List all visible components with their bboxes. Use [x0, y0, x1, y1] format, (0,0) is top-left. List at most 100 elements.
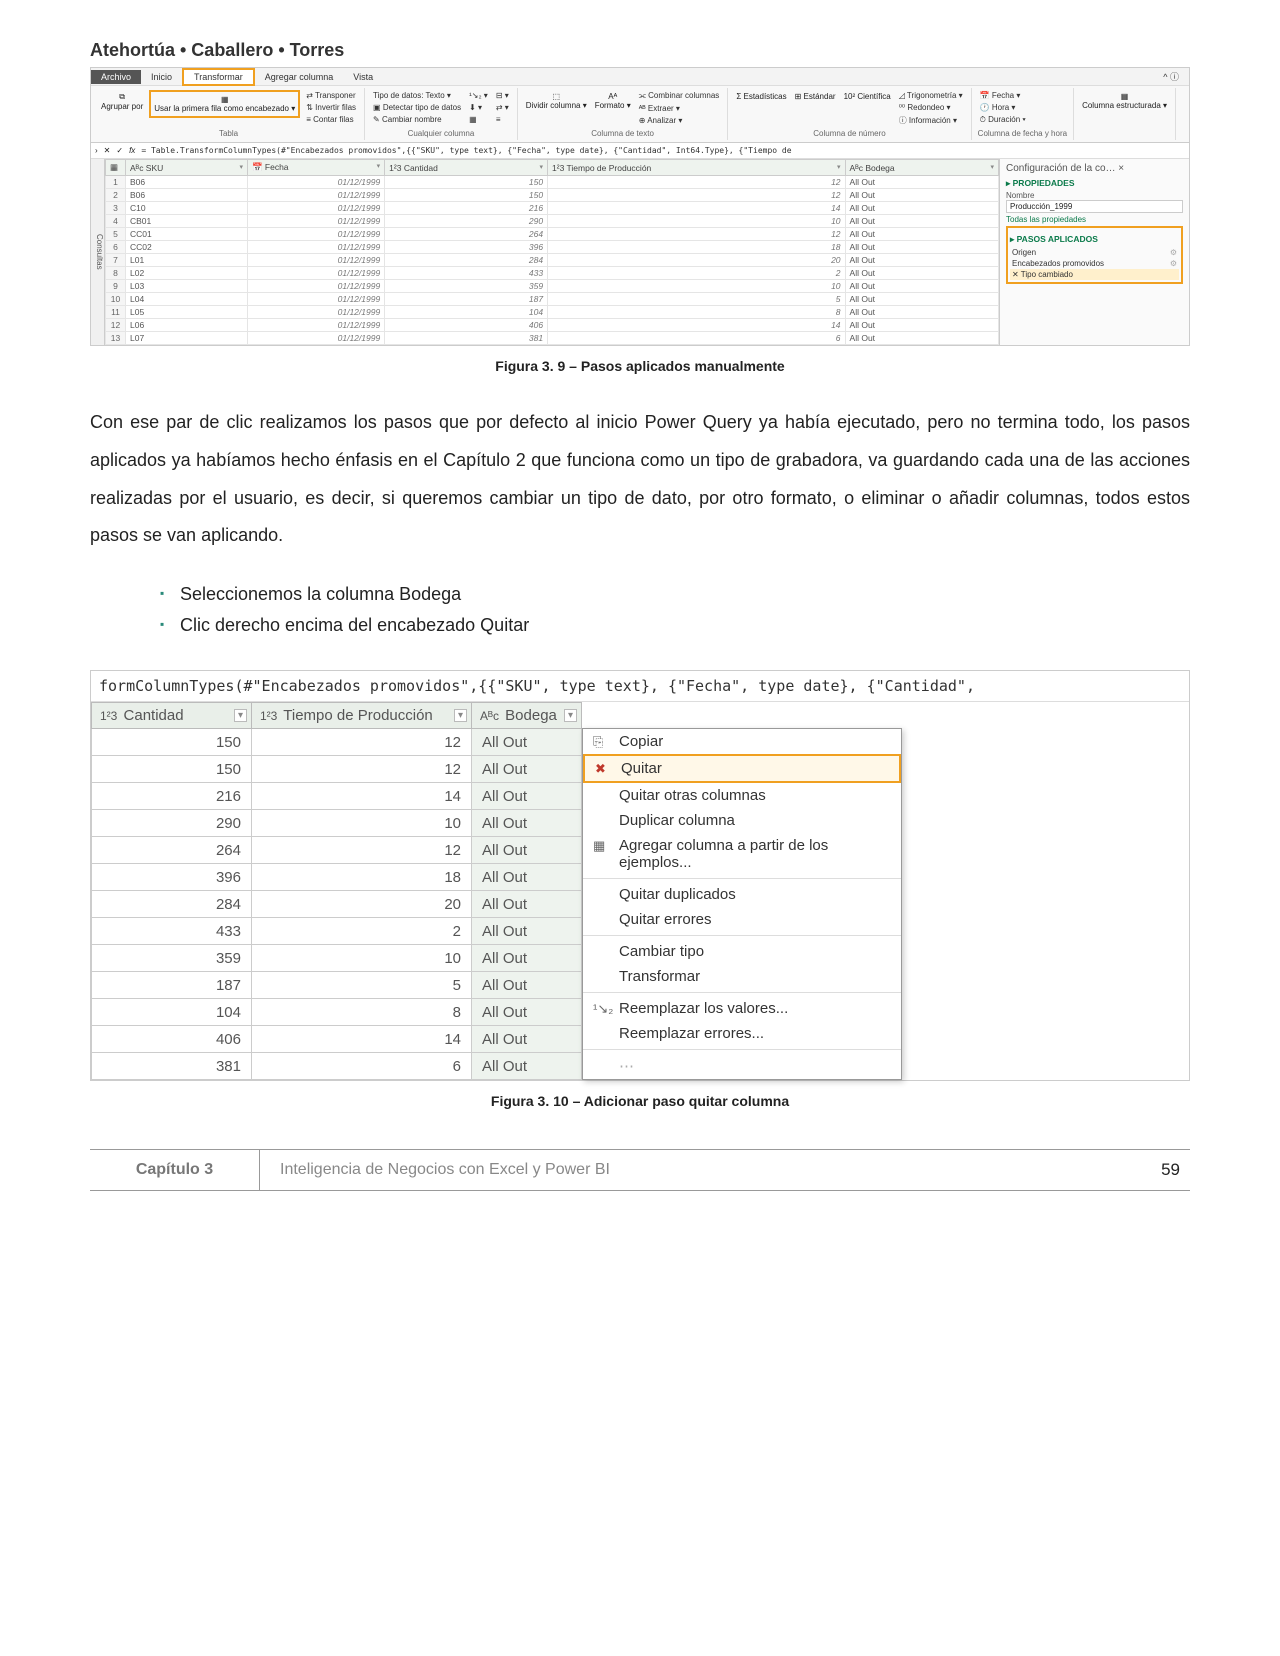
move-icon[interactable]: ⇄ ▾: [494, 102, 511, 113]
table-row[interactable]: 35910All Out: [92, 945, 582, 972]
table-row[interactable]: 1875All Out: [92, 972, 582, 999]
fill-icon[interactable]: ⬇ ▾: [467, 102, 490, 113]
menu-duplicar[interactable]: Duplicar columna: [583, 808, 901, 833]
grid-header[interactable]: Aᴮc Bodega: [845, 160, 998, 176]
table-row[interactable]: 15012All Out: [92, 729, 582, 756]
table-row[interactable]: 5CC0101/12/199926412All Out: [106, 228, 999, 241]
grid-header[interactable]: 1²3 Tiempo de Producción: [548, 160, 845, 176]
menu-copy[interactable]: ⎘Copiar: [583, 729, 901, 754]
grid-header[interactable]: 1²3 Cantidad: [385, 160, 548, 176]
tab-inicio[interactable]: Inicio: [141, 70, 182, 84]
menu-quitar-otras[interactable]: Quitar otras columnas: [583, 783, 901, 808]
formula-text[interactable]: = Table.TransformColumnTypes(#"Encabezad…: [141, 146, 791, 155]
bullet-list: Seleccionemos la columna Bodega Clic der…: [160, 579, 1190, 640]
standard-button[interactable]: ⊞ Estándar: [793, 90, 838, 103]
col-cantidad[interactable]: 1²3 Cantidad▾: [92, 703, 252, 729]
structured-col-button[interactable]: ▦Columna estructurada ▾: [1080, 90, 1169, 112]
tab-agregar[interactable]: Agregar columna: [255, 70, 344, 84]
table-row[interactable]: 4CB0101/12/199929010All Out: [106, 215, 999, 228]
grid-header[interactable]: ▦: [106, 160, 126, 176]
rename-button[interactable]: ✎ Cambiar nombre: [371, 114, 463, 125]
table-row[interactable]: 1048All Out: [92, 999, 582, 1026]
table-row[interactable]: 40614All Out: [92, 1026, 582, 1053]
tab-transformar[interactable]: Transformar: [182, 68, 255, 86]
round-button[interactable]: ⁰⁰ Redondeo ▾: [897, 102, 965, 113]
step-origen[interactable]: Origen⚙: [1010, 247, 1179, 258]
list-icon[interactable]: ≡: [494, 114, 511, 125]
table-row[interactable]: 6CC0201/12/199939618All Out: [106, 241, 999, 254]
table-row[interactable]: 9L0301/12/199935910All Out: [106, 280, 999, 293]
table-row[interactable]: 3816All Out: [92, 1053, 582, 1080]
cancel-icon[interactable]: ✕: [104, 146, 111, 155]
step-headers[interactable]: Encabezados promovidos⚙: [1010, 258, 1179, 269]
table-row[interactable]: 7L0101/12/199928420All Out: [106, 254, 999, 267]
table-row[interactable]: 2B0601/12/199915012All Out: [106, 189, 999, 202]
queries-pane-tab[interactable]: Consultas: [91, 159, 105, 345]
table-row[interactable]: 1B0601/12/199915012All Out: [106, 176, 999, 189]
pivot-icon[interactable]: ▦: [467, 114, 490, 125]
menu-quitar-dup[interactable]: Quitar duplicados: [583, 882, 901, 907]
info-button[interactable]: ⓘ Información ▾: [897, 114, 965, 127]
gear-icon[interactable]: ⚙: [1170, 259, 1177, 268]
date-button[interactable]: 📅 Fecha ▾: [978, 90, 1028, 101]
menu-quitar[interactable]: ✖Quitar: [583, 754, 901, 783]
table-row[interactable]: 12L0601/12/199940614All Out: [106, 319, 999, 332]
extract-button[interactable]: ᴬᴮ Extraer ▾: [637, 103, 722, 114]
transpose-button[interactable]: ⇄ Transponer: [304, 90, 358, 101]
menu-ejemplos[interactable]: ▦Agregar columna a partir de los ejemplo…: [583, 833, 901, 875]
col-bodega[interactable]: Aᴮc Bodega▾: [472, 703, 582, 729]
menu-reemplazar-val[interactable]: ¹↘₂Reemplazar los valores...: [583, 996, 901, 1021]
cell: 6: [548, 332, 845, 345]
dropdown-icon[interactable]: ▾: [454, 709, 467, 722]
table-row[interactable]: 8L0201/12/19994332All Out: [106, 267, 999, 280]
parse-button[interactable]: ⊕ Analizar ▾: [637, 115, 722, 126]
table-row[interactable]: 10L0401/12/19991875All Out: [106, 293, 999, 306]
expand-icon[interactable]: ›: [95, 146, 98, 155]
time-button[interactable]: 🕐 Hora ▾: [978, 102, 1028, 113]
table-row[interactable]: 4332All Out: [92, 918, 582, 945]
dropdown-icon[interactable]: ▾: [234, 709, 247, 722]
merge-cols-button[interactable]: ⫘ Combinar columnas: [637, 90, 722, 102]
properties-header: ▸ PROPIEDADES: [1006, 178, 1183, 189]
tab-vista[interactable]: Vista: [343, 70, 383, 84]
menu-more[interactable]: ⋯: [583, 1053, 901, 1079]
menu-cambiar-tipo[interactable]: Cambiar tipo: [583, 939, 901, 964]
first-row-header-button[interactable]: ▦Usar la primera fila como encabezado ▾: [152, 93, 297, 115]
tab-archivo[interactable]: Archivo: [91, 70, 141, 84]
replace-icon[interactable]: ¹↘₂ ▾: [467, 90, 490, 101]
table-row[interactable]: 39618All Out: [92, 864, 582, 891]
detect-type-button[interactable]: ▣ Detectar tipo de datos: [371, 102, 463, 113]
scientific-button[interactable]: 10² Científica: [842, 90, 893, 103]
commit-icon[interactable]: ✓: [116, 146, 123, 155]
table-row[interactable]: 13L0701/12/19993816All Out: [106, 332, 999, 345]
menu-quitar-err[interactable]: Quitar errores: [583, 907, 901, 932]
gear-icon[interactable]: ⚙: [1170, 248, 1177, 257]
table-row[interactable]: 29010All Out: [92, 810, 582, 837]
unpivot-icon[interactable]: ⊟ ▾: [494, 90, 511, 101]
reverse-rows-button[interactable]: ⇅ Invertir filas: [304, 102, 358, 113]
grid-header[interactable]: 📅 Fecha: [247, 160, 384, 176]
col-tiempo[interactable]: 1²3 Tiempo de Producción▾: [252, 703, 472, 729]
stats-button[interactable]: Σ Estadísticas: [734, 90, 788, 103]
table-row[interactable]: 15012All Out: [92, 756, 582, 783]
table-row[interactable]: 3C1001/12/199921614All Out: [106, 202, 999, 215]
grid-header[interactable]: Aᴮc SKU: [126, 160, 248, 176]
table-row[interactable]: 21614All Out: [92, 783, 582, 810]
format-button[interactable]: AᴬFormato ▾: [593, 90, 633, 112]
count-rows-button[interactable]: ≡ Contar filas: [304, 114, 358, 125]
table-row[interactable]: 11L0501/12/19991048All Out: [106, 306, 999, 319]
all-props-link[interactable]: Todas las propiedades: [1006, 215, 1183, 224]
name-input[interactable]: Producción_1999: [1006, 200, 1183, 213]
ribbon-help-icon[interactable]: ^ ⓘ: [1153, 68, 1189, 85]
step-type-changed[interactable]: ✕ Tipo cambiado: [1010, 269, 1179, 280]
trig-button[interactable]: ◿ Trigonometría ▾: [897, 90, 965, 101]
table-row[interactable]: 28420All Out: [92, 891, 582, 918]
duration-button[interactable]: ⏱ Duración ▾: [978, 114, 1028, 126]
datatype-button[interactable]: Tipo de datos: Texto ▾: [371, 90, 463, 101]
split-col-button[interactable]: ⬚Dividir columna ▾: [524, 90, 589, 112]
group-by-button[interactable]: ⧉Agrupar por: [99, 90, 145, 113]
dropdown-icon[interactable]: ▾: [564, 709, 577, 722]
menu-reemplazar-err[interactable]: Reemplazar errores...: [583, 1021, 901, 1046]
menu-transformar[interactable]: Transformar: [583, 964, 901, 989]
table-row[interactable]: 26412All Out: [92, 837, 582, 864]
